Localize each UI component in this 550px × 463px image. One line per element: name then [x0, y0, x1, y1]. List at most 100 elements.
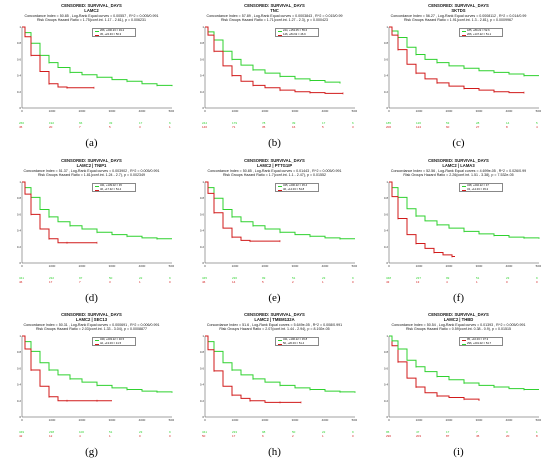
y-tick-label: 0.2 [200, 245, 205, 249]
legend-swatch [277, 31, 282, 33]
legend-entry: 341, +139.02 = 45 [100, 184, 122, 187]
panel-title: CENSORED: SURVIVAL_DAYS [428, 312, 489, 317]
x-tick-label: 3000 [292, 264, 299, 268]
km-legend: 348, +202.22 = 47 43, +14.03 = 45.2 [459, 183, 503, 192]
y-tick-label: 0.8 [384, 350, 389, 354]
x-tick-label: 5000 [536, 109, 541, 113]
risk-count: 5 [322, 125, 324, 129]
risk-count: 1 [476, 280, 478, 284]
y-tick-label: 0 [386, 106, 388, 110]
risk-count: 146 [202, 125, 208, 129]
survival-curve-high [389, 181, 540, 239]
survival-curve-low [389, 26, 524, 94]
x-tick-label: 5000 [352, 109, 357, 113]
panel-concordance: Concordance Index = 52.56 , Log-Rank Equ… [390, 168, 527, 173]
risk-count: 23 [139, 430, 143, 434]
panel-hazard: Risk Groups Hazard Ratio = 1.75(conf.int… [36, 18, 147, 22]
legend-entry: 345, +200.22 = 45.4 [283, 184, 308, 187]
y-tick-label: 0.8 [200, 196, 205, 200]
y-tick-label: 0.6 [200, 57, 205, 61]
panel-hazard: Risk Groups Hazard Ratio = 1.71(conf.int… [220, 18, 329, 22]
panel-title: CENSORED: SURVIVAL_DAYS [428, 3, 489, 8]
survival-curve-high [22, 335, 173, 393]
x-tick-label: 1000 [232, 109, 239, 113]
survival-curve-high [205, 26, 341, 83]
risk-count: 78 [262, 121, 266, 125]
legend-entry: 266, +200.23 = 49.2 [100, 29, 125, 32]
risk-count: 266 [19, 121, 25, 125]
x-tick-label: 1000 [416, 109, 423, 113]
x-tick-label: 4000 [139, 418, 146, 422]
legend-swatch [277, 190, 282, 192]
x-tick-label: 2000 [79, 264, 86, 268]
risk-count: 95 [386, 430, 390, 434]
risk-count: 100 [79, 430, 85, 434]
panel-concordance: Concordance Index = 50.85 , Log-Rank Equ… [24, 13, 159, 18]
panel-hazard: Risk Groups Hazard Ratio = 2.03(conf.int… [35, 327, 148, 331]
y-tick-label: 0.4 [17, 383, 22, 387]
x-tick-label: 4000 [322, 418, 329, 422]
y-tick-label: 0 [202, 261, 204, 265]
x-tick-label: 3000 [109, 264, 116, 268]
panel-title: CENSORED: SURVIVAL_DAYS [428, 158, 489, 163]
risk-count: 23 [506, 276, 510, 280]
legend-swatch [277, 344, 282, 346]
axis-frame [21, 182, 172, 264]
km-panel-9: CENSORED: SURVIVAL_DAYS LAMC2 | THBD Conco… [367, 309, 550, 463]
risk-count: 22 [139, 276, 143, 280]
x-tick-label: 0 [21, 109, 23, 113]
panel-title: CENSORED: SURVIVAL_DAYS [244, 3, 305, 8]
risk-count: 349 [19, 430, 25, 434]
risk-count: 233 [232, 430, 238, 434]
km-panel-6: CENSORED: SURVIVAL_DAYS LAMC2 | LAMA3 Conc… [367, 155, 550, 309]
risk-count: 244 [202, 121, 208, 125]
legend-swatch [277, 35, 282, 37]
x-tick-label: 3000 [109, 109, 116, 113]
legend-entry: 50, +20.03 = 51.4 [283, 342, 305, 346]
risk-count: 4 [446, 280, 448, 284]
y-tick-label: 0.6 [200, 212, 205, 216]
legend-entry: 206, +147.22 = 51.1 [467, 33, 492, 37]
y-tick-label: 0.4 [384, 383, 389, 387]
x-tick-label: 1000 [49, 418, 56, 422]
km-panel-5: CENSORED: SURVIVAL_DAYS LAMC2 | PTTG1IP Co… [183, 155, 366, 309]
risk-count: 45 [19, 125, 23, 129]
risk-count: 16 [292, 125, 296, 129]
y-tick-label: 0.2 [200, 90, 205, 94]
legend-entry: 341, +196.22 = 45.8 [283, 338, 308, 341]
y-tick-label: 0.6 [384, 212, 389, 216]
panel-title: CENSORED: SURVIVAL_DAYS [61, 158, 122, 163]
risk-count: 23 [322, 276, 326, 280]
x-tick-label: 1000 [49, 109, 56, 113]
panel-gene: LAMC2 | TMEM132A [254, 317, 295, 322]
km-plot: 00.20.40.60.81010002000300040005000 [200, 25, 357, 113]
panel-label: (b) [268, 137, 281, 149]
y-tick-label: 0.4 [17, 229, 22, 233]
panel-label: (i) [453, 446, 464, 458]
panel-label: (a) [85, 137, 98, 149]
x-tick-label: 2000 [79, 109, 86, 113]
y-tick-label: 0.6 [17, 57, 22, 61]
risk-count: 9 [536, 276, 538, 280]
risk-count: 46 [202, 280, 206, 284]
panel-concordance: Concordance Index = 56.27 , Log-Rank Equ… [390, 13, 527, 18]
panel-hazard: Risk Groups Hazard Ratio = 1.81(conf.int… [37, 173, 146, 177]
x-tick-label: 3000 [109, 418, 116, 422]
legend-entry: 185, +89.22 = 52.6 [467, 29, 490, 32]
survival-curve-high [22, 26, 173, 87]
risk-count: 3 [506, 430, 508, 434]
risk-count: 53 [446, 121, 450, 125]
risk-count: 50 [292, 430, 296, 434]
y-tick-label: 0.2 [17, 399, 22, 403]
axis-frame [21, 336, 172, 418]
y-tick-label: 0.6 [200, 366, 205, 370]
risk-count: 2 [292, 434, 294, 438]
panel-label: (g) [85, 446, 98, 458]
x-tick-label: 0 [204, 418, 206, 422]
risk-count: 12 [49, 434, 53, 438]
y-tick-label: 1 [386, 25, 388, 29]
x-tick-label: 5000 [536, 264, 541, 268]
legend-swatch [94, 31, 99, 33]
y-tick-label: 0 [202, 106, 204, 110]
risk-count: 51 [292, 276, 296, 280]
